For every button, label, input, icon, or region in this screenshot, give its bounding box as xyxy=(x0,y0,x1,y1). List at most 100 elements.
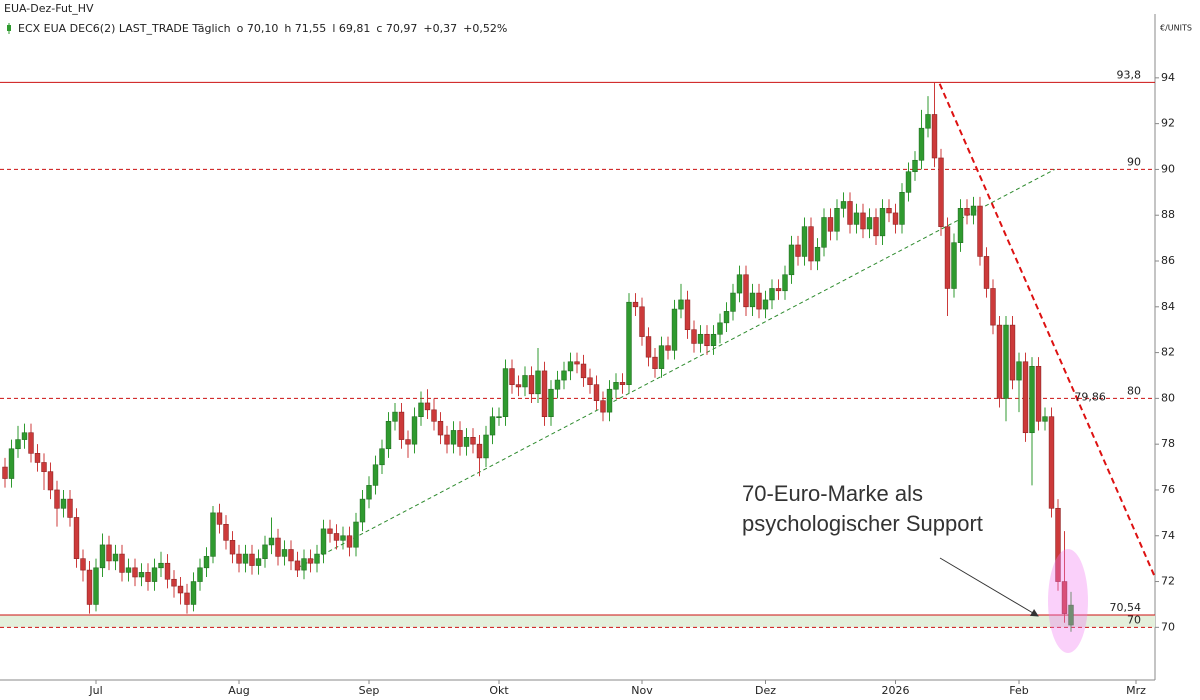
candle-body xyxy=(840,201,847,209)
y-tick-label: 80 xyxy=(1161,391,1175,404)
candle-body xyxy=(808,226,814,262)
candle-body xyxy=(645,336,652,358)
candle-body xyxy=(944,226,951,289)
candle-body xyxy=(333,533,340,541)
x-tick-label: Dez xyxy=(755,684,776,697)
candle-body xyxy=(847,201,853,225)
candle-body xyxy=(528,375,535,395)
candle-body xyxy=(190,581,197,605)
candle-body xyxy=(535,370,541,395)
y-tick-label: 84 xyxy=(1161,300,1175,313)
candle-body xyxy=(288,549,294,562)
support-band xyxy=(0,614,1155,628)
candle-body xyxy=(522,375,528,388)
candle-body xyxy=(697,333,704,344)
candle-body xyxy=(80,558,86,571)
candle-body xyxy=(457,430,463,447)
candle-body xyxy=(47,471,54,491)
candle-body xyxy=(821,217,827,248)
candle-body xyxy=(593,384,600,401)
candle-body xyxy=(613,382,619,390)
candle-body xyxy=(359,498,366,523)
candle-body xyxy=(450,430,457,445)
y-tick-label: 76 xyxy=(1161,483,1175,496)
candle-body xyxy=(762,299,769,310)
x-tick-label: Mrz xyxy=(1126,684,1146,697)
candle-body xyxy=(769,288,775,301)
candle-body xyxy=(301,558,307,571)
candle-body xyxy=(866,217,873,230)
x-tick-label: Aug xyxy=(228,684,249,697)
candle-body xyxy=(743,274,749,308)
legend-item: c 70,97 xyxy=(376,22,417,35)
candle-body xyxy=(1035,366,1042,422)
candle-body xyxy=(171,578,177,587)
candle-body xyxy=(489,416,496,436)
candle-body xyxy=(424,402,431,411)
candle-body xyxy=(795,244,801,257)
candle-body xyxy=(60,498,67,509)
candle-body xyxy=(717,322,723,335)
candle-body xyxy=(8,448,15,479)
y-tick-label: 78 xyxy=(1161,437,1175,450)
candle-body xyxy=(268,537,275,546)
candle-body xyxy=(242,553,249,564)
candle-body xyxy=(99,544,106,569)
candle-body xyxy=(918,127,925,161)
candle-body xyxy=(970,205,977,216)
candle-body xyxy=(54,489,60,509)
candle-body xyxy=(600,400,606,413)
candle-body xyxy=(1061,581,1068,614)
candle-body xyxy=(678,299,684,310)
chart-title: EUA-Dez-Fut_HV xyxy=(4,2,94,15)
unit-label: €/UNITS xyxy=(1160,24,1192,33)
candle-body xyxy=(964,208,970,216)
annotation-layer: 70-Euro-Marke als psychologischer Suppor… xyxy=(742,481,1088,653)
candle-body xyxy=(353,521,359,548)
candle-body xyxy=(801,226,808,257)
candle-body xyxy=(990,288,996,326)
candle-body xyxy=(411,416,418,445)
candle-body xyxy=(502,368,509,418)
candle-body xyxy=(223,524,229,541)
candle-body xyxy=(873,217,879,237)
candle-body xyxy=(1068,604,1074,626)
legend-item: o 70,10 xyxy=(237,22,279,35)
x-tick-label: 2026 xyxy=(882,684,910,697)
candle-body xyxy=(886,208,892,214)
y-tick-label: 92 xyxy=(1161,117,1175,130)
candle-body xyxy=(496,416,502,419)
candle-body xyxy=(782,274,788,292)
candle-body xyxy=(372,464,379,486)
candle-body xyxy=(236,553,242,564)
candle-body xyxy=(587,377,593,385)
candle-body xyxy=(899,192,905,225)
x-tick-label: Sep xyxy=(359,684,380,697)
candle-body xyxy=(658,345,665,369)
candle-body xyxy=(210,512,216,557)
legend-item: +0,52% xyxy=(463,22,507,35)
candle-body xyxy=(1042,416,1048,422)
y-tick-label: 86 xyxy=(1161,254,1175,267)
candle-body xyxy=(216,512,223,525)
candle-body xyxy=(112,553,119,562)
y-tick-label: 82 xyxy=(1161,346,1175,359)
candle-body xyxy=(983,256,990,289)
candle-body xyxy=(1022,361,1029,434)
candle-body xyxy=(476,443,483,459)
candle-body xyxy=(346,535,353,548)
candle-body xyxy=(554,379,561,390)
legend-item: l 69,81 xyxy=(332,22,370,35)
candle-body xyxy=(262,544,268,559)
y-tick-label: 70 xyxy=(1161,620,1175,633)
candle-body xyxy=(340,535,346,541)
candle-body xyxy=(229,540,236,555)
candle-body xyxy=(814,246,821,262)
candle-body xyxy=(580,363,587,379)
y-tick-label: 72 xyxy=(1161,575,1175,588)
candle-body xyxy=(418,402,424,418)
trendline xyxy=(297,168,1055,569)
candle-body xyxy=(632,301,639,308)
candle-body xyxy=(925,114,931,129)
candle-body xyxy=(119,553,125,573)
